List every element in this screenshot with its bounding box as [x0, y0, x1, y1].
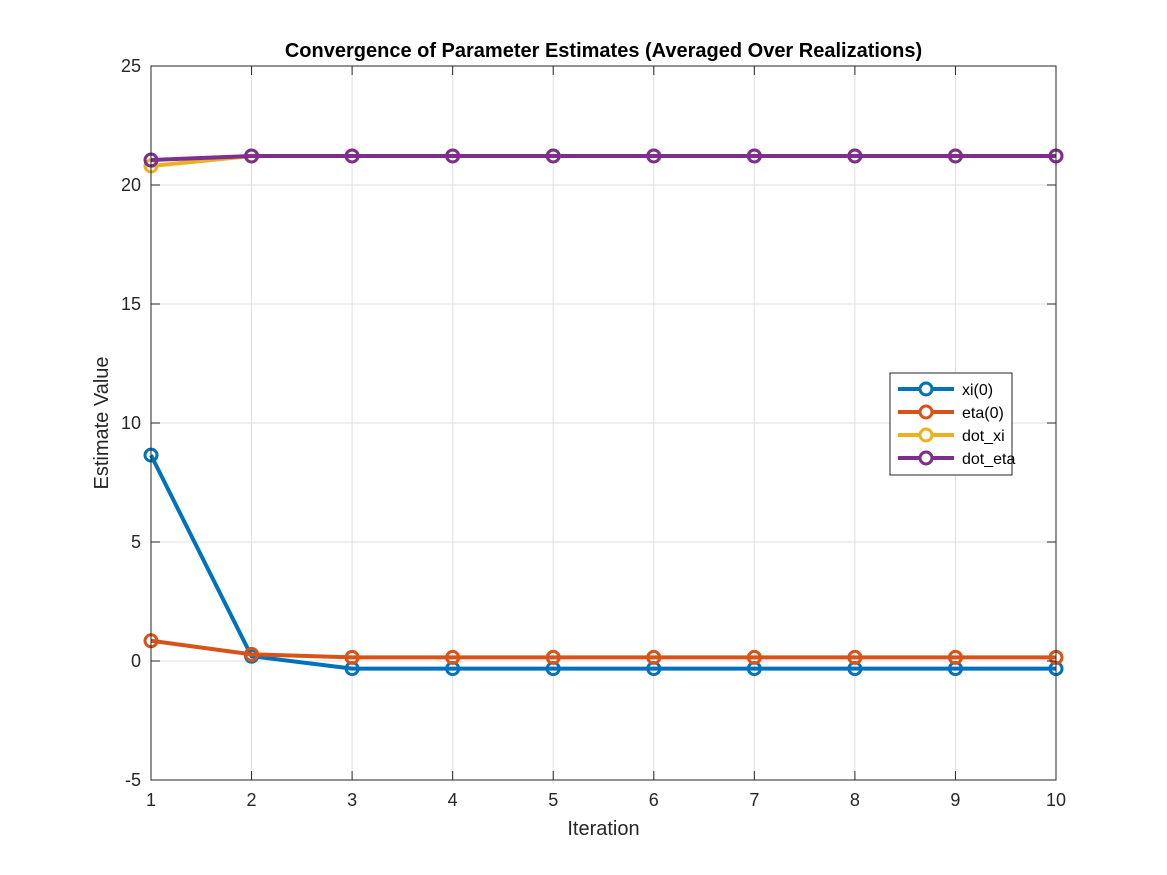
legend: xi(0) eta(0) dot_xi dot_eta	[889, 372, 1015, 476]
legend-item-xi(0): xi(0)	[898, 381, 993, 399]
ticks: 1 2 3 4 5 6 7 8 9 10 -5 0 5 10 15 20 25	[121, 56, 1066, 810]
series-line	[150, 153, 1056, 163]
series-line	[150, 638, 1056, 660]
data-point	[947, 649, 963, 665]
y-tick-label: -5	[125, 770, 141, 790]
legend-swatch-marker	[918, 427, 934, 443]
x-tick-label: 6	[649, 790, 659, 810]
y-tick-label: 0	[131, 651, 141, 671]
x-tick-label: 3	[347, 790, 357, 810]
y-axis-title: Estimate Value	[91, 356, 113, 489]
data-point	[344, 649, 360, 665]
y-tick-label: 5	[131, 532, 141, 552]
data-point	[646, 148, 662, 164]
data-point	[545, 148, 561, 164]
legend-swatch-marker	[918, 404, 934, 420]
series-line	[149, 454, 1056, 671]
y-tick-label: 25	[121, 56, 141, 76]
legend-swatch-marker	[918, 450, 934, 466]
legend-label: dot_eta	[962, 451, 1015, 468]
x-tick-label: 1	[146, 790, 156, 810]
legend-item-dot_xi: dot_xi	[898, 427, 1005, 445]
data-point	[545, 649, 561, 665]
x-tick-label: 8	[850, 790, 860, 810]
series-eta(0)	[143, 633, 1064, 665]
x-tick-label: 4	[448, 790, 458, 810]
data-point	[445, 148, 461, 164]
data-point	[646, 649, 662, 665]
legend-item-eta(0): eta(0)	[898, 404, 1004, 422]
data-point	[445, 649, 461, 665]
legend-swatch-marker	[918, 381, 934, 397]
data-point	[746, 649, 762, 665]
y-tick-label: 15	[121, 294, 141, 314]
y-tick-label: 20	[121, 175, 141, 195]
x-tick-label: 5	[548, 790, 558, 810]
legend-label: dot_xi	[962, 428, 1005, 445]
x-tick-label: 2	[247, 790, 257, 810]
x-tick-label: 7	[749, 790, 759, 810]
data-point	[244, 148, 260, 164]
chart-title: Convergence of Parameter Estimates (Aver…	[285, 40, 922, 62]
legend-label: eta(0)	[962, 405, 1004, 422]
data-point	[847, 148, 863, 164]
legend-item-dot_eta: dot_eta	[898, 450, 1015, 468]
legend-label: xi(0)	[962, 382, 993, 399]
data-point	[746, 148, 762, 164]
data-point	[244, 646, 260, 662]
x-tick-label: 9	[950, 790, 960, 810]
x-axis-title: Iteration	[567, 818, 639, 840]
y-tick-label: 10	[121, 413, 141, 433]
data-point	[947, 148, 963, 164]
data-point	[847, 649, 863, 665]
x-tick-label: 10	[1046, 790, 1066, 810]
data-point	[344, 148, 360, 164]
plot-area	[143, 148, 1064, 677]
